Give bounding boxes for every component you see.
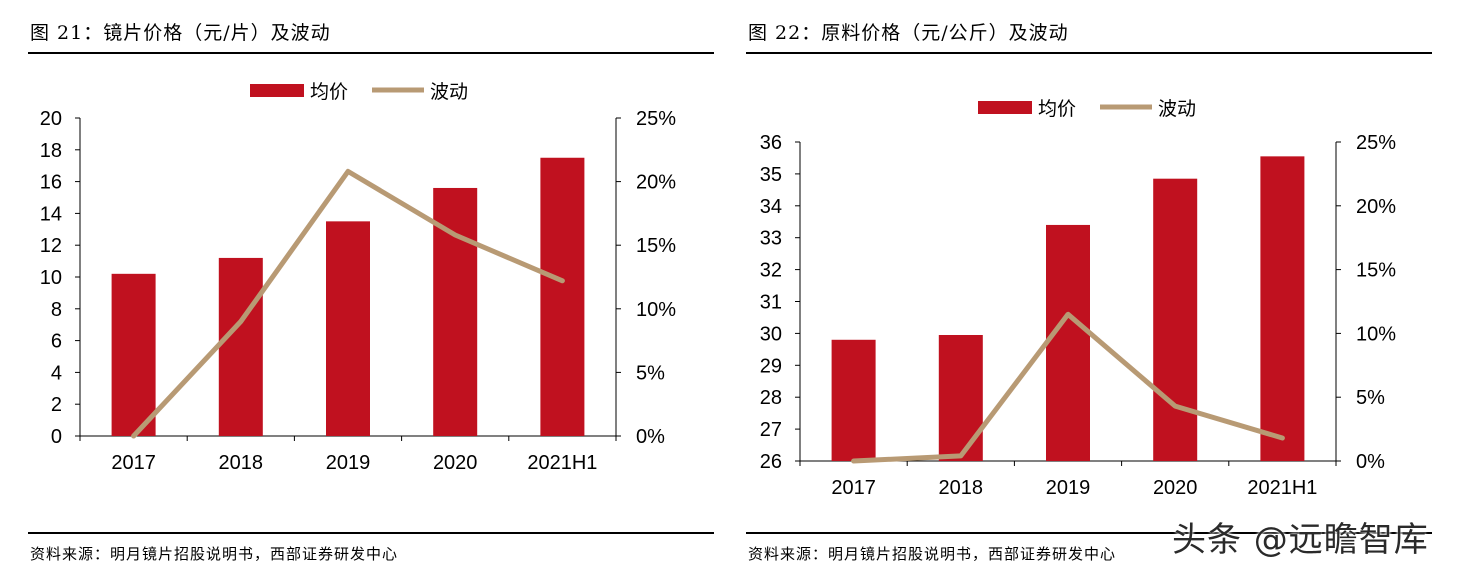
legend-bar-swatch [250, 84, 304, 97]
right-tick-label: 10% [1356, 323, 1396, 345]
left-tick-label: 16 [40, 172, 62, 194]
figure-21-panel: 图 21：镜片价格（元/片）及波动 0 2 4 6 8 10 12 14 16 18 20 0% 5% 1… [0, 0, 730, 574]
x-tick-label: 2021H1 [527, 452, 597, 474]
right-tick-label: 20% [636, 172, 676, 194]
right-tick-label: 25% [636, 108, 676, 130]
legend-bar-label: 均价 [310, 81, 348, 103]
left-tick-label: 35 [760, 164, 782, 186]
left-tick-label: 6 [51, 331, 62, 353]
legend-bar-label: 均价 [1038, 98, 1076, 120]
volatility-point-2019 [1067, 313, 1069, 315]
left-tick-label: 0 [51, 426, 62, 448]
title-rule [746, 52, 1432, 54]
volatility-point-2017 [853, 460, 855, 462]
volatility-point-2021H1 [561, 280, 563, 282]
left-tick-label: 12 [40, 235, 62, 257]
material-price-chart: 26 27 28 29 30 31 32 33 34 35 36 0% 5% 10% 15% 20% 25% 20… [760, 98, 1396, 499]
left-tick-label: 20 [40, 108, 62, 130]
right-tick-label: 5% [1356, 387, 1385, 409]
left-tick-label: 28 [760, 387, 782, 409]
bar-2021H1 [540, 157, 585, 436]
legend-line-label: 波动 [430, 81, 468, 103]
right-tick-label: 0% [636, 426, 665, 448]
source-rule [746, 532, 1432, 534]
left-tick-label: 33 [760, 228, 782, 250]
source-note: 资料来源：明月镜片招股说明书，西部证券研发中心 [30, 545, 399, 563]
bar-2019 [326, 221, 370, 436]
title-rule [28, 52, 714, 54]
right-tick-label: 20% [1356, 196, 1396, 218]
x-tick-label: 2020 [433, 452, 478, 474]
x-tick-label: 2019 [1046, 477, 1091, 499]
lens-price-chart: 0 2 4 6 8 10 12 14 16 18 20 0% 5% 10% 15% 20% 25% 2017 201… [40, 81, 676, 474]
bar-2019 [1046, 224, 1090, 461]
x-tick-label: 2021H1 [1247, 477, 1317, 499]
left-tick-label: 27 [760, 419, 782, 441]
bar-2017 [111, 273, 156, 436]
left-tick-label: 4 [51, 362, 62, 384]
bar-2021H1 [1260, 156, 1305, 462]
volatility-point-2018 [960, 455, 962, 457]
x-tick-label: 2018 [939, 477, 984, 499]
volatility-point-2020 [454, 234, 456, 236]
right-tick-label: 15% [1356, 260, 1396, 282]
right-tick-label: 10% [636, 299, 676, 321]
right-tick-label: 0% [1356, 451, 1385, 473]
left-tick-label: 8 [51, 299, 62, 321]
left-tick-label: 10 [40, 267, 62, 289]
bar-2018 [218, 257, 263, 436]
figure-22-panel: 图 22：原料价格（元/公斤）及波动 26 27 28 29 30 31 32 33 34 35 3… [730, 0, 1461, 574]
x-tick-label: 2020 [1153, 477, 1198, 499]
left-tick-label: 34 [760, 196, 782, 218]
right-tick-label: 5% [636, 362, 665, 384]
volatility-point-2019 [347, 170, 349, 172]
left-tick-label: 26 [760, 451, 782, 473]
x-tick-label: 2017 [831, 477, 876, 499]
bar-2020 [433, 187, 478, 436]
legend-bar-swatch [978, 101, 1032, 114]
source-rule [28, 532, 714, 534]
volatility-point-2017 [133, 435, 135, 437]
left-tick-label: 18 [40, 140, 62, 162]
bar-2017 [831, 339, 876, 461]
figure-title: 图 22：原料价格（元/公斤）及波动 [748, 22, 1069, 44]
left-tick-label: 32 [760, 260, 782, 282]
left-tick-label: 30 [760, 323, 782, 345]
figure-title: 图 21：镜片价格（元/片）及波动 [30, 22, 331, 44]
legend-line-label: 波动 [1158, 98, 1196, 120]
volatility-point-2018 [240, 321, 242, 323]
watermark-text: 头条 @远瞻智库 [1172, 520, 1429, 560]
left-tick-label: 31 [760, 292, 782, 314]
x-tick-label: 2018 [219, 452, 264, 474]
bar-2018 [938, 334, 983, 461]
source-note: 资料来源：明月镜片招股说明书，西部证券研发中心 [748, 545, 1117, 563]
right-tick-label: 25% [1356, 132, 1396, 154]
volatility-point-2021H1 [1281, 437, 1283, 439]
bar-2020 [1153, 178, 1198, 461]
x-tick-label: 2017 [111, 452, 156, 474]
left-tick-label: 2 [51, 394, 62, 416]
volatility-point-2020 [1174, 405, 1176, 407]
left-tick-label: 14 [40, 203, 62, 225]
left-tick-label: 36 [760, 132, 782, 154]
x-tick-label: 2019 [326, 452, 371, 474]
left-tick-label: 29 [760, 355, 782, 377]
right-tick-label: 15% [636, 235, 676, 257]
